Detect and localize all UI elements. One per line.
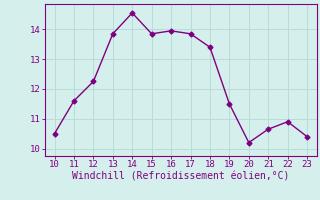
X-axis label: Windchill (Refroidissement éolien,°C): Windchill (Refroidissement éolien,°C) xyxy=(72,172,290,182)
